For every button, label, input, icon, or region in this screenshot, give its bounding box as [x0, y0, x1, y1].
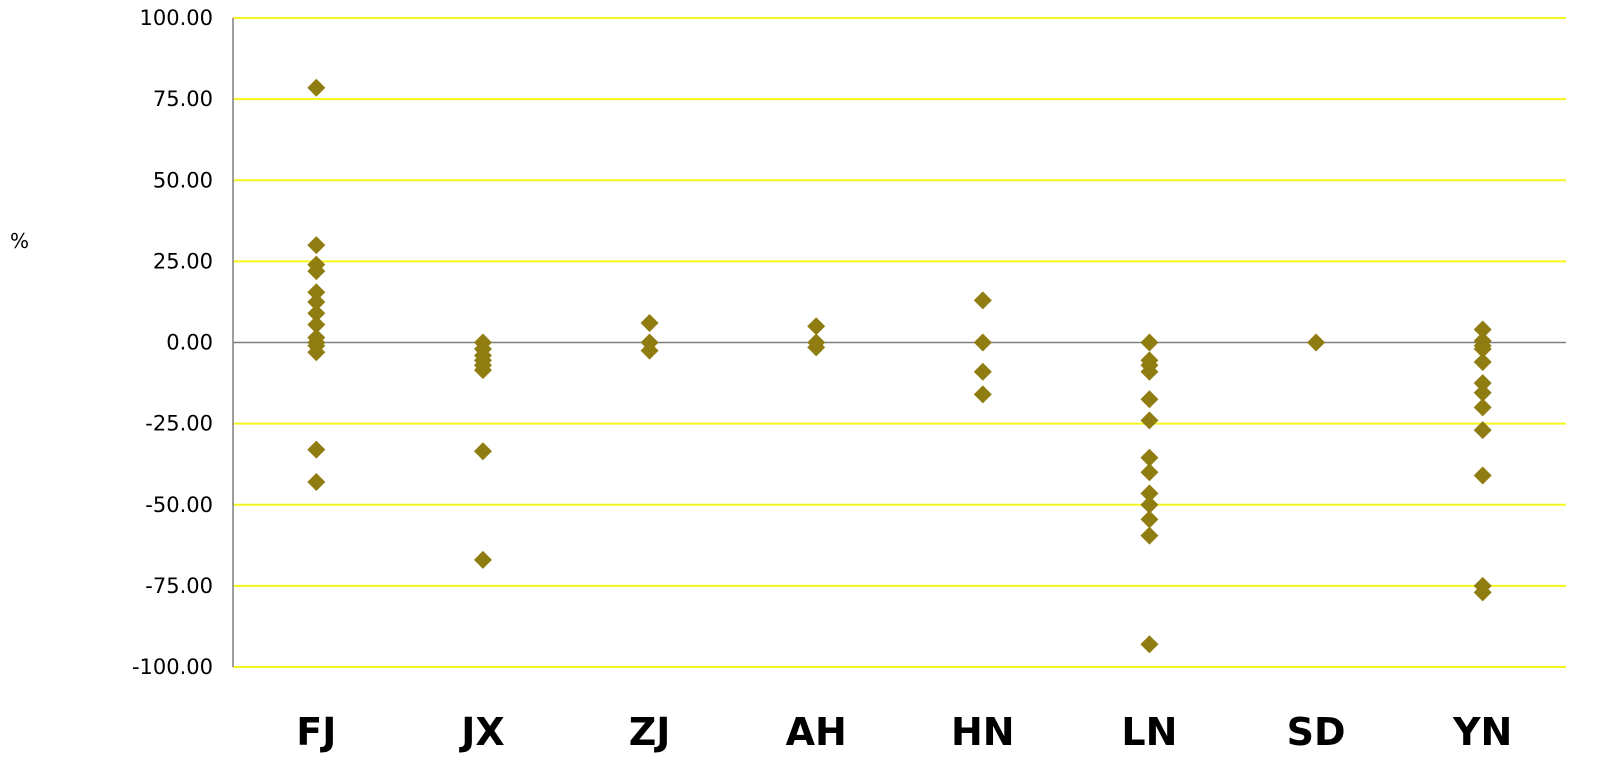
y-tick-label: 75.00 — [153, 87, 213, 111]
data-point-fj — [307, 473, 326, 492]
data-point-ln — [1140, 390, 1159, 409]
data-point-ln — [1140, 463, 1159, 482]
data-point-fj — [307, 304, 326, 323]
data-point-fj — [307, 283, 326, 302]
y-tick-label: -50.00 — [145, 493, 213, 517]
y-tick-label: 25.00 — [153, 249, 213, 273]
y-tick-label: -100.00 — [132, 655, 213, 679]
y-axis-label: % — [10, 229, 29, 253]
data-point-hn — [973, 362, 992, 381]
data-point-fj — [307, 262, 326, 281]
data-point-yn — [1473, 398, 1492, 417]
data-point-fj — [307, 343, 326, 362]
data-point-zj — [640, 314, 659, 333]
data-point-ln — [1140, 411, 1159, 430]
data-point-hn — [973, 291, 992, 310]
data-point-yn — [1473, 466, 1492, 485]
data-point-ln — [1140, 510, 1159, 529]
data-point-zj — [640, 341, 659, 360]
data-point-ah — [807, 317, 826, 336]
data-point-jx — [473, 442, 492, 461]
x-category-label: SD — [1287, 710, 1346, 754]
y-tick-label: -75.00 — [145, 574, 213, 598]
data-point-ln — [1140, 333, 1159, 352]
data-point-fj — [307, 78, 326, 97]
x-category-label: FJ — [296, 710, 336, 754]
data-point-ln — [1140, 635, 1159, 654]
y-tick-label: 0.00 — [166, 331, 213, 355]
data-point-hn — [973, 333, 992, 352]
data-point-ln — [1140, 526, 1159, 545]
y-tick-label: 100.00 — [140, 6, 213, 30]
data-point-ln — [1140, 495, 1159, 514]
axes — [232, 18, 1566, 667]
x-category-label: JX — [458, 710, 504, 754]
data-point-yn — [1473, 421, 1492, 440]
data-point-ah — [807, 338, 826, 357]
data-point-fj — [307, 292, 326, 311]
x-category-label: ZJ — [629, 710, 671, 754]
data-point-fj — [307, 315, 326, 334]
category-labels: FJ JX ZJ AH HN LN SD YN — [296, 710, 1512, 754]
x-category-label: LN — [1121, 710, 1177, 754]
data-point-sd — [1307, 333, 1326, 352]
data-point-yn — [1473, 383, 1492, 402]
y-tick-label: -25.00 — [145, 412, 213, 436]
data-point-fj — [307, 236, 326, 255]
data-point-hn — [973, 385, 992, 404]
gridlines — [233, 17, 1566, 668]
x-category-label: HN — [951, 710, 1015, 754]
data-point-ln — [1140, 362, 1159, 381]
x-category-label: YN — [1452, 710, 1512, 754]
data-point-yn — [1473, 339, 1492, 358]
data-point-ln — [1140, 448, 1159, 467]
data-points — [307, 78, 1492, 654]
data-point-yn — [1473, 320, 1492, 339]
y-tick-labels: 100.00 75.00 50.00 25.00 0.00 -25.00 -50.00 -75… — [132, 6, 213, 679]
data-point-ln — [1140, 484, 1159, 503]
data-point-jx — [473, 361, 492, 380]
y-tick-label: 50.00 — [153, 168, 213, 192]
data-point-yn — [1473, 352, 1492, 371]
data-point-yn — [1473, 583, 1492, 602]
data-point-fj — [307, 440, 326, 459]
data-point-jx — [473, 550, 492, 569]
data-point-yn — [1473, 374, 1492, 393]
x-category-label: AH — [786, 710, 847, 754]
